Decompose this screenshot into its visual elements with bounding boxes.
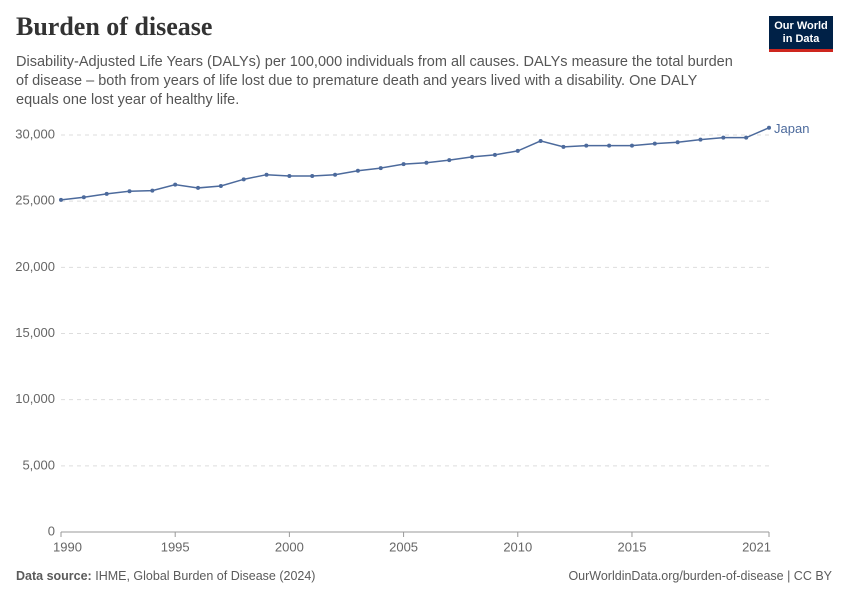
y-tick-label: 25,000 xyxy=(15,193,55,208)
data-point xyxy=(515,148,520,153)
data-point xyxy=(607,143,612,148)
x-tick-label: 1990 xyxy=(53,539,82,554)
data-point xyxy=(652,141,657,146)
data-point xyxy=(721,135,726,140)
data-point xyxy=(196,185,201,190)
data-point xyxy=(675,140,680,145)
logo[interactable]: Our World in Data xyxy=(769,16,833,52)
data-point xyxy=(629,143,634,148)
source-label: Data source: xyxy=(16,569,92,583)
x-tick-label: 2005 xyxy=(389,539,418,554)
data-point xyxy=(767,125,771,130)
data-point xyxy=(59,197,63,202)
y-tick-label: 0 xyxy=(48,523,55,538)
data-point xyxy=(173,182,178,187)
series-line xyxy=(60,127,770,201)
chart-subtitle: Disability-Adjusted Life Years (DALYs) p… xyxy=(16,54,733,108)
footer-link[interactable]: OurWorldinData.org/burden-of-disease | C… xyxy=(568,569,832,583)
data-point xyxy=(447,158,452,163)
x-tick-label: 1995 xyxy=(161,539,190,554)
data-point xyxy=(538,138,543,143)
data-point xyxy=(127,189,132,194)
data-point xyxy=(287,174,292,179)
y-tick-label: 15,000 xyxy=(15,325,55,340)
data-point xyxy=(104,191,109,196)
y-tick-label: 30,000 xyxy=(15,126,55,141)
logo-line: Our World xyxy=(774,20,828,32)
data-point xyxy=(424,160,429,165)
x-tick-label: 2010 xyxy=(503,539,532,554)
data-point xyxy=(355,168,360,173)
y-tick-label: 5,000 xyxy=(22,457,55,472)
data-point xyxy=(584,143,589,148)
x-tick-label: 2015 xyxy=(618,539,647,554)
y-tick-label: 20,000 xyxy=(15,259,55,274)
data-point xyxy=(492,152,497,157)
data-point xyxy=(150,188,155,193)
logo-line: in Data xyxy=(782,33,820,45)
data-point xyxy=(81,195,86,200)
x-tick-label: 2021 xyxy=(742,539,771,554)
data-point xyxy=(470,154,475,159)
data-point xyxy=(333,172,338,177)
data-point xyxy=(310,174,315,179)
data-point xyxy=(378,166,383,171)
series-label: Japan xyxy=(774,121,809,136)
data-point xyxy=(561,144,566,149)
data-point xyxy=(401,162,406,167)
source-text: IHME, Global Burden of Disease (2024) xyxy=(95,569,316,583)
data-point xyxy=(744,135,749,140)
y-tick-label: 10,000 xyxy=(15,391,55,406)
source: Data source: IHME, Global Burden of Dise… xyxy=(16,569,315,583)
data-point xyxy=(698,137,703,142)
data-point xyxy=(264,172,269,177)
data-point xyxy=(218,183,223,188)
chart-title: Burden of disease xyxy=(16,12,213,41)
data-point xyxy=(241,177,246,182)
x-tick-label: 2000 xyxy=(275,539,304,554)
